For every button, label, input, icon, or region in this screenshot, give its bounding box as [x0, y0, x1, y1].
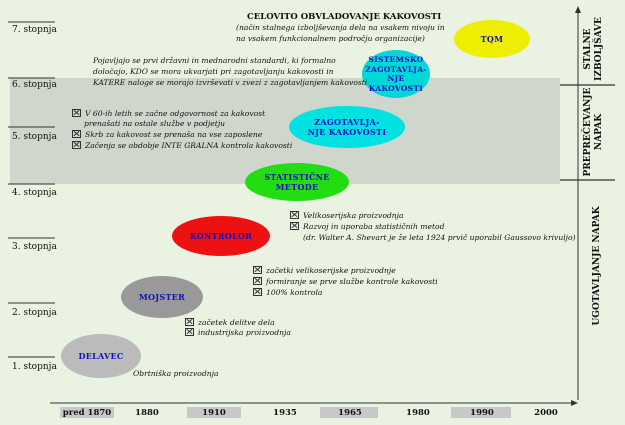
year-bg-1 — [60, 407, 114, 418]
checkbox-icon — [253, 266, 262, 274]
side-label-preprecevanje-napak: PREPREČEVANJE NAPAK — [583, 82, 607, 182]
stage-statisticne-line2: METODE — [275, 182, 319, 192]
stage-statisticne-label: STATISTIČNE METODE — [245, 163, 349, 201]
note-level3-item3: 100% kontrola — [253, 288, 322, 299]
side-label-top-line1: STALNE — [583, 28, 593, 70]
stage-kontrolor-ellipse — [172, 216, 270, 256]
year-label-1880: 1880 — [135, 408, 159, 418]
note-level7-title: CELOVITO OBVLADOVANJE KAKOVOSTI — [247, 12, 442, 22]
checkbox-icon — [72, 130, 81, 138]
year-label-1965: 1965 — [338, 408, 362, 418]
checkbox-icon — [72, 141, 81, 149]
stage-tqm-ellipse — [454, 20, 530, 58]
year-bg-5 — [320, 407, 378, 418]
note-level3-item2: formiranje se prve službe kontrole kakov… — [253, 277, 438, 288]
stage-sistemsko-label: SISTEMSKO ZAGOTAVLJA- NJE KAKOVOSTI — [356, 50, 436, 98]
stage-tqm-label: TQM — [480, 34, 504, 44]
checkbox-icon — [253, 277, 262, 285]
note-level2-item2: industrijska proizvodnja — [185, 328, 291, 339]
stage-mojster-ellipse — [121, 276, 203, 318]
note-level7-line2: na vsakem funkcionalnem področju organiz… — [236, 34, 425, 43]
note-level6-line3: KATERE naloge se morajo izvrševati v zve… — [93, 78, 368, 87]
year-label-1990: 1990 — [470, 408, 494, 418]
note-level6-line1: Pojavljajo se prvi državni in mednarodni… — [93, 56, 336, 65]
year-label-1935: 1935 — [273, 408, 297, 418]
stage-sistemsko-line2: ZAGOTAVLJA- — [365, 64, 427, 74]
checkbox-icon — [290, 211, 299, 219]
level-label-7: 7. stopnja — [12, 25, 57, 35]
stage-zagotavljanje-ellipse — [289, 106, 405, 148]
stage-sistemsko-line1: SISTEMSKO — [368, 55, 424, 64]
stage-zagotavljanje-line1: ZAGOTAVLJA- — [314, 117, 380, 127]
year-label-1980: 1980 — [406, 408, 430, 418]
level-label-5: 5. stopnja — [12, 132, 57, 142]
note-level5-item1-cont: prenašati na ostale službe v podjetju — [84, 119, 226, 128]
checkbox-icon — [72, 109, 81, 117]
note-level3-item1: začetki velikoserijske proizvodnje — [253, 266, 396, 277]
year-label-1910: 1910 — [202, 408, 226, 418]
side-label-ugotavljanje-napak: UGOTAVLJANJE NAPAK — [592, 206, 602, 326]
note-level2-item1: začetek delitve dela — [185, 318, 275, 329]
note-level5-item1: V 60-ih letih se začne odgovornost za ka… — [72, 109, 265, 120]
stage-sistemsko-ellipse — [362, 50, 430, 98]
year-bg-3 — [187, 407, 241, 418]
note-level4-item1: Velikoserijska proizvodnja — [290, 211, 404, 222]
note-level5-item2: Skrb za kakovost se prenaša na vse zapos… — [72, 130, 262, 141]
stage-sistemsko-line4: KAKOVOSTI — [368, 83, 424, 93]
stage-statisticne-ellipse — [245, 163, 349, 201]
stage-zagotavljanje-label: ZAGOTAVLJA- NJE KAKOVOSTI — [289, 106, 405, 148]
checkbox-icon — [185, 318, 194, 326]
note-level6-line2: določajo, KDO se mora ukvarjati pri zago… — [93, 67, 334, 76]
stage-kontrolor-label: KONTROLOR — [189, 231, 253, 241]
stage-delavec-label: DELAVEC — [78, 351, 124, 361]
year-label-2000: 2000 — [534, 408, 558, 418]
level-label-3: 3. stopnja — [12, 242, 57, 252]
checkbox-icon — [185, 328, 194, 336]
level-label-6: 6. stopnja — [12, 80, 57, 90]
stage-sistemsko-line3: NJE — [387, 74, 405, 83]
note-level1: Obrtniška proizvodnja — [133, 369, 219, 378]
stage-mojster-label: MOJSTER — [138, 292, 186, 302]
stage-delavec-ellipse — [61, 334, 141, 378]
year-bg-7 — [451, 407, 511, 418]
note-level4-item3: (dr. Walter A. Shevart je že leta 1924 p… — [303, 233, 576, 242]
year-label-pred-1870: pred 1870 — [62, 408, 112, 418]
note-level4-item2: Razvoj in uporaba statističnih metod — [290, 222, 444, 233]
stage-statisticne-line1: STATISTIČNE — [264, 172, 330, 182]
side-label-middle-line2: NAPAK — [594, 113, 604, 151]
side-label-stalne-izboljsave: STALNE IZBOLJŠAVE — [583, 9, 607, 89]
side-label-middle-line1: PREPREČEVANJE — [583, 87, 593, 177]
note-level7-line1: (način stalnega izboljševanja dela na vs… — [236, 23, 445, 32]
checkbox-icon — [290, 222, 299, 230]
stage-zagotavljanje-line2: NJE KAKOVOSTI — [307, 127, 387, 137]
level-label-1: 1. stopnja — [12, 362, 57, 372]
note-level5-item3: Začenja se obdobje INTE GRALNA kontrola … — [72, 141, 292, 152]
level-label-4: 4. stopnja — [12, 188, 57, 198]
level-label-2: 2. stopnja — [12, 308, 57, 318]
checkbox-icon — [253, 288, 262, 296]
side-label-top-line2: IZBOLJŠAVE — [594, 17, 604, 81]
